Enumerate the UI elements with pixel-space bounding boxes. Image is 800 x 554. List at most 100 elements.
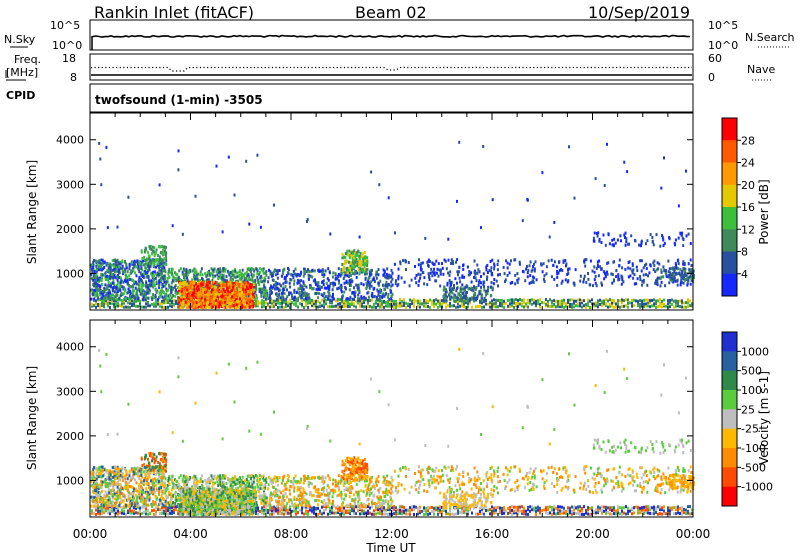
data-cell (386, 283, 389, 287)
data-cell (690, 278, 693, 282)
data-cell (243, 276, 246, 280)
data-cell (272, 285, 275, 289)
data-cell (336, 287, 339, 291)
data-cell (174, 283, 177, 287)
data-cell (115, 294, 117, 298)
data-cell (603, 270, 606, 274)
data-cell (314, 282, 317, 286)
data-cell (347, 299, 349, 302)
data-cell (340, 288, 343, 292)
data-cell (427, 263, 430, 267)
data-cell (255, 506, 257, 510)
data-cell (660, 280, 663, 284)
data-cell (341, 509, 343, 513)
data-cell (611, 273, 614, 276)
data-cell (439, 301, 441, 305)
data-cell (266, 291, 269, 295)
data-cell (491, 288, 494, 292)
data-cell (366, 256, 369, 260)
data-cell (445, 299, 448, 303)
data-cell (169, 511, 171, 515)
data-cell (659, 301, 661, 305)
data-cell (641, 279, 644, 283)
data-cell (111, 274, 114, 278)
data-cell (164, 277, 167, 281)
data-cell (164, 246, 167, 250)
data-cell (334, 272, 337, 276)
data-cell (282, 269, 285, 273)
data-cell (170, 281, 173, 285)
data-cell (486, 263, 489, 267)
data-cell (193, 290, 196, 294)
data-cell (338, 281, 341, 285)
data-cell (191, 278, 194, 282)
data-cell (245, 277, 248, 280)
data-cell (387, 512, 389, 516)
data-cell (620, 276, 623, 279)
data-cell (423, 301, 425, 305)
data-cell (238, 270, 241, 274)
data-cell (458, 297, 461, 301)
data-cell (367, 505, 369, 509)
data-cell (480, 299, 483, 302)
data-cell (190, 305, 193, 309)
data-cell (176, 273, 179, 277)
data-cell (102, 267, 105, 271)
station-title: Rankin Inlet (fitACF) (94, 3, 254, 22)
data-cell (155, 282, 158, 286)
data-cell (517, 304, 519, 308)
data-cell (257, 302, 259, 306)
data-cell (686, 283, 689, 287)
data-cell (499, 298, 501, 302)
data-cell (612, 243, 615, 247)
data-cell (103, 261, 106, 265)
data-cell (614, 241, 617, 245)
data-cell (401, 300, 403, 303)
data-cell (640, 244, 642, 248)
data-cell (527, 301, 529, 305)
data-cell (253, 297, 256, 301)
data-cell (477, 281, 480, 284)
data-cell (269, 506, 271, 510)
data-cell (159, 512, 161, 516)
data-cell (302, 287, 305, 291)
data-cell (461, 304, 463, 308)
data-cell (229, 282, 232, 286)
data-cell (556, 283, 559, 287)
data-cell (587, 298, 589, 302)
data-cell (492, 282, 495, 286)
data-cell (184, 273, 187, 277)
data-cell (188, 300, 191, 304)
data-cell (306, 295, 308, 299)
data-cell (126, 270, 129, 274)
data-cell (451, 287, 454, 291)
data-cell (217, 286, 220, 290)
data-cell (107, 291, 110, 295)
data-cell (565, 262, 568, 266)
data-cell (394, 231, 396, 235)
data-cell (620, 239, 622, 243)
data-cell (482, 272, 485, 276)
data-cell (432, 262, 435, 266)
data-cell (161, 283, 164, 287)
data-cell (180, 279, 183, 283)
data-cell (93, 304, 95, 308)
data-cell (437, 506, 439, 510)
data-cell (405, 305, 407, 309)
data-cell (271, 506, 273, 510)
data-cell (252, 295, 254, 299)
data-cell (600, 267, 603, 271)
data-cell (137, 262, 140, 266)
data-cell (327, 294, 330, 298)
data-cell (210, 302, 213, 306)
data-cell (113, 268, 116, 272)
data-cell (115, 286, 118, 290)
data-cell (100, 279, 103, 282)
data-cell (615, 275, 618, 278)
data-cell (377, 508, 379, 511)
data-cell (231, 305, 234, 309)
data-cell (478, 292, 481, 296)
data-cell (276, 287, 279, 290)
data-cell (264, 279, 266, 283)
data-cell (417, 299, 419, 303)
